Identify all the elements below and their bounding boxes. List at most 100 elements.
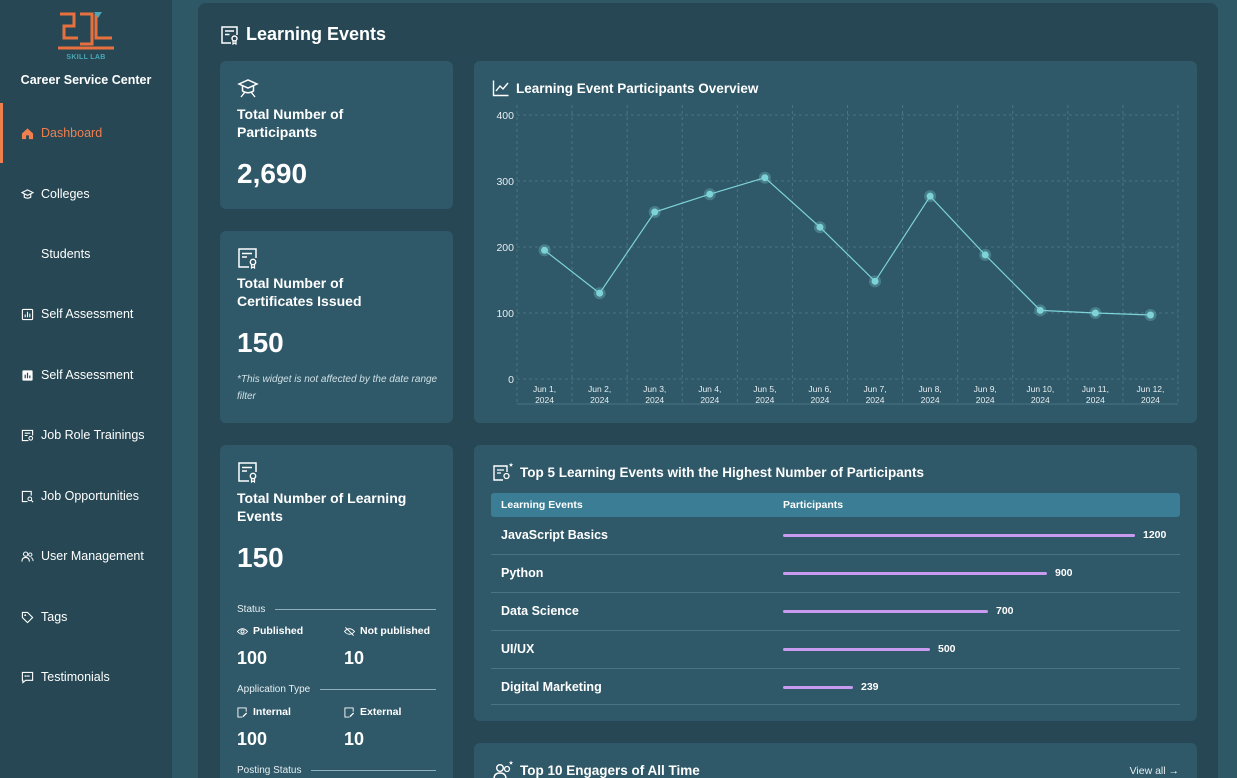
data-point[interactable] (1091, 309, 1099, 317)
sidebar-item-job-role-trainings[interactable]: Job Role Trainings (0, 405, 172, 465)
sidebar-item-label: Dashboard (41, 126, 103, 140)
learning-events-card: Total Number of Learning Events 150 Stat… (220, 445, 453, 778)
participants-label: Total Number of Participants (237, 106, 344, 140)
sidebar-item-label: Colleges (41, 187, 90, 201)
participants-bar (783, 572, 1047, 575)
sidebar-item-testimonials[interactable]: Testimonials (0, 647, 172, 707)
x-tick-label: Jun 12, 2024 (1137, 384, 1165, 405)
published-value: 100 (237, 648, 268, 668)
sidebar-item-tags[interactable]: Tags (0, 587, 172, 647)
y-tick-label: 300 (496, 176, 514, 188)
data-point[interactable] (1036, 306, 1044, 314)
certificate-star-icon (493, 462, 514, 481)
y-tick-label: 400 (496, 110, 514, 122)
not-published-label: Not published (344, 625, 430, 637)
data-point[interactable] (651, 208, 659, 216)
posting-status-section: Posting Status (237, 765, 436, 776)
y-tick-label: 100 (496, 308, 514, 320)
sidebar-item-label: Testimonials (41, 670, 110, 684)
graduation-cap-icon (20, 187, 34, 201)
sidebar-item-label: Job Opportunities (41, 489, 139, 503)
external-value: 10 (344, 729, 365, 749)
external-label: External (344, 706, 401, 718)
sidebar-item-students[interactable]: Students (0, 224, 172, 284)
data-point[interactable] (871, 277, 879, 285)
document-search-icon (20, 489, 34, 503)
event-name: JavaScript Basics (501, 528, 609, 542)
chart-box-icon (20, 307, 34, 321)
doc-edit-icon (344, 706, 355, 718)
series-line (544, 177, 1151, 316)
top5-events-card: Top 5 Learning Events with the Highest N… (474, 445, 1197, 721)
eye-icon (237, 627, 248, 635)
sidebar-item-label: Tags (41, 610, 68, 624)
table-row: Digital Marketing 239 (491, 669, 1180, 705)
sidebar-item-colleges[interactable]: Colleges (0, 164, 172, 224)
internal-label: Internal (237, 706, 291, 718)
table-header: Learning Events Participants (491, 493, 1180, 517)
sidebar-item-label: User Management (41, 549, 144, 563)
data-point[interactable] (926, 192, 934, 200)
certificates-label: Total Number of Certificates Issued (237, 275, 362, 309)
line-chart-icon (492, 80, 509, 97)
arrow-right-icon: → (1168, 765, 1180, 777)
x-tick-label: Jun 4, 2024 (698, 384, 721, 405)
table-row: Data Science 700 (491, 593, 1180, 631)
learning-events-label: Total Number of Learning Events (237, 490, 407, 524)
data-point[interactable] (761, 174, 769, 182)
sidebar-item-label: Self Assessment (41, 307, 134, 321)
widget-note: *This widget is not affected by the date… (237, 374, 438, 402)
published-label: Published (237, 625, 303, 637)
x-tick-label: Jun 8, 2024 (919, 384, 942, 405)
x-tick-label: Jun 7, 2024 (863, 384, 886, 405)
x-tick-label: Jun 5, 2024 (753, 384, 776, 405)
sidebar-item-self-assessment-2[interactable]: Self Assessment (0, 345, 172, 405)
event-name: Digital Marketing (501, 680, 602, 694)
col-header-events: Learning Events (501, 499, 583, 511)
participants-bar (783, 610, 988, 613)
logo-text: SKILL LAB (66, 54, 106, 61)
x-tick-label: Jun 6, 2024 (808, 384, 831, 405)
participants-card: Total Number of Participants 2,690 (220, 61, 453, 209)
tag-icon (20, 610, 34, 624)
data-point[interactable] (541, 246, 549, 254)
x-tick-label: Jun 3, 2024 (643, 384, 666, 405)
status-section: Status (237, 604, 436, 615)
data-point[interactable] (706, 190, 714, 198)
message-quote-icon (20, 670, 34, 684)
sidebar-item-self-assessment[interactable]: Self Assessment (0, 284, 172, 344)
event-name: Data Science (501, 604, 579, 618)
data-point[interactable] (596, 289, 604, 297)
event-name: UI/UX (501, 642, 535, 656)
home-icon (20, 126, 34, 140)
col-header-participants: Participants (783, 499, 844, 511)
sidebar-item-label: Students (41, 247, 91, 261)
participants-value: 2,690 (237, 158, 308, 189)
data-point[interactable] (1146, 311, 1154, 319)
engagers-title: Top 10 Engagers of All Time (492, 759, 700, 778)
internal-value: 100 (237, 729, 268, 749)
sidebar-item-job-opportunities[interactable]: Job Opportunities (0, 466, 172, 526)
view-all-link[interactable]: View all → (1129, 765, 1180, 777)
data-point[interactable] (981, 251, 989, 259)
eye-off-icon (344, 626, 355, 636)
table-row: UI/UX 500 (491, 631, 1180, 669)
application-type-section: Application Type (237, 684, 436, 695)
x-tick-label: Jun 11, 2024 (1082, 384, 1109, 405)
sidebar-item-label: Self Assessment (41, 368, 134, 382)
y-tick-label: 0 (508, 374, 514, 386)
certificates-card: Total Number of Certificates Issued 150 … (220, 231, 453, 423)
certificate-icon (237, 247, 259, 274)
chart-title: Learning Event Participants Overview (492, 79, 758, 97)
participants-bar (783, 686, 853, 689)
participants-chart-card: Learning Event Participants Overview 0 10… (474, 61, 1197, 423)
y-tick-label: 200 (496, 242, 514, 254)
sidebar-item-label: Job Role Trainings (41, 428, 145, 442)
data-point[interactable] (816, 223, 824, 231)
sidebar-item-user-management[interactable]: User Management (0, 526, 172, 586)
x-tick-label: Jun 10, 2024 (1026, 384, 1054, 405)
users-icon (20, 549, 34, 563)
certificates-value: 150 (237, 327, 284, 358)
sidebar-item-dashboard[interactable]: Dashboard (0, 103, 172, 163)
skill-lab-logo[interactable] (56, 10, 116, 62)
